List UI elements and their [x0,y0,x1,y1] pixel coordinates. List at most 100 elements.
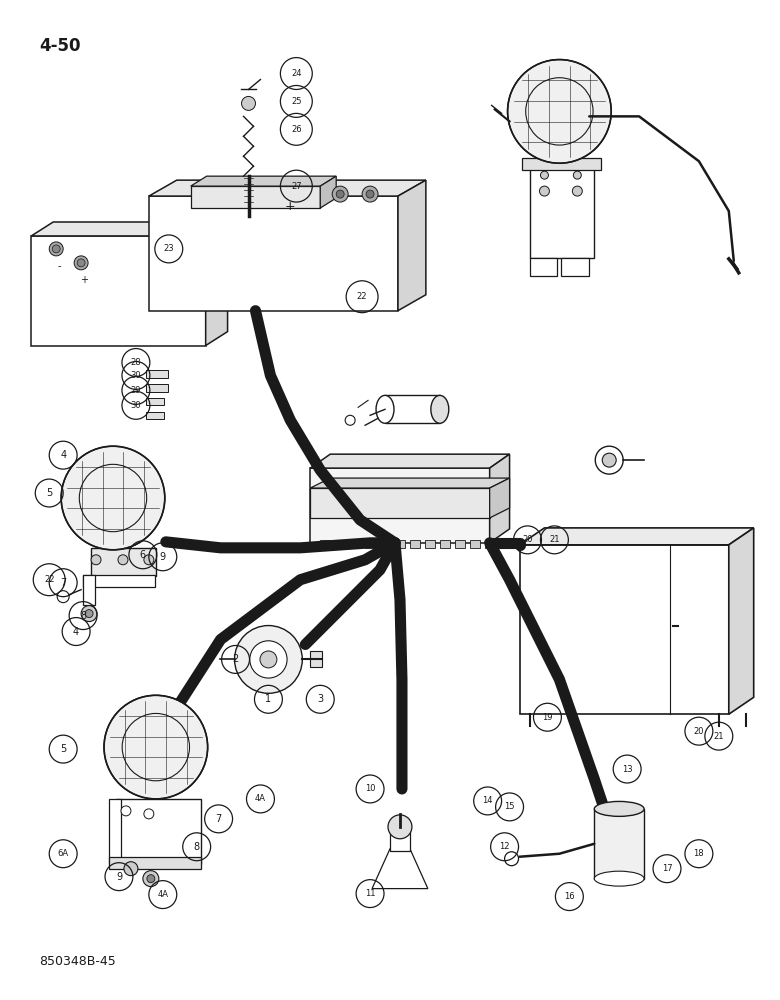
Text: 8: 8 [193,842,200,852]
Circle shape [540,186,549,196]
Bar [310,488,490,518]
Text: 25: 25 [291,97,302,106]
Circle shape [602,453,616,467]
Circle shape [366,190,374,198]
Text: 1: 1 [265,694,271,704]
Text: 4: 4 [60,450,66,460]
Bar [191,186,321,208]
Ellipse shape [594,871,644,886]
Circle shape [388,815,412,839]
Circle shape [77,259,85,267]
Bar [146,384,168,392]
Text: 20: 20 [523,535,533,544]
Ellipse shape [431,395,448,423]
Polygon shape [31,222,228,236]
Bar [594,809,644,879]
Text: 24: 24 [291,69,302,78]
Circle shape [121,806,131,816]
Circle shape [595,446,623,474]
Text: 27: 27 [291,182,302,191]
Bar [146,412,164,419]
Text: 11: 11 [365,889,375,898]
Ellipse shape [594,801,644,816]
Bar [335,540,346,548]
Circle shape [118,555,128,565]
Bar [350,540,360,548]
Circle shape [250,641,287,678]
Bar [146,370,168,378]
Bar [470,540,480,548]
Text: 17: 17 [661,864,672,873]
Circle shape [508,60,612,163]
Text: 30: 30 [130,371,141,380]
Text: 9: 9 [160,552,166,562]
Bar [410,540,420,548]
Text: 6A: 6A [58,849,69,858]
Bar [440,540,450,548]
Bar [390,829,410,851]
Polygon shape [206,222,228,346]
Circle shape [147,875,155,883]
Text: 22: 22 [44,575,55,584]
Bar [380,540,390,548]
Text: 7: 7 [215,814,222,824]
Text: 10: 10 [365,784,375,793]
Text: 23: 23 [164,244,174,253]
Bar [83,575,95,605]
Circle shape [144,555,154,565]
Text: 19: 19 [542,713,553,722]
Text: 850348B-45: 850348B-45 [39,955,116,968]
Text: 18: 18 [693,849,704,858]
Text: 29: 29 [131,386,141,395]
Polygon shape [372,849,428,889]
Text: 6: 6 [140,550,146,560]
Bar [109,857,200,869]
Bar [522,158,601,170]
Text: 4A: 4A [255,794,266,803]
Bar [83,575,155,587]
Ellipse shape [376,395,394,423]
Bar [109,799,121,864]
Text: 4A: 4A [158,890,168,899]
Polygon shape [490,478,509,518]
Polygon shape [310,454,509,468]
Polygon shape [149,180,426,196]
Bar [146,398,164,405]
Bar [530,258,558,276]
Circle shape [541,171,548,179]
Circle shape [235,626,303,693]
Bar [116,799,200,864]
Circle shape [104,695,207,799]
Text: 16: 16 [564,892,575,901]
Text: 12: 12 [499,842,510,851]
Text: 22: 22 [356,292,367,301]
Circle shape [49,242,63,256]
Bar [455,540,465,548]
Text: 3: 3 [317,694,324,704]
Circle shape [52,245,60,253]
Text: 15: 15 [505,802,515,811]
Text: 13: 13 [622,765,633,774]
Text: 5: 5 [46,488,52,498]
Circle shape [362,186,378,202]
Bar [321,540,330,548]
Circle shape [124,862,138,876]
Circle shape [91,555,101,565]
Circle shape [260,651,277,668]
Bar [484,540,495,548]
Circle shape [336,190,344,198]
Circle shape [57,591,69,603]
Text: +: + [80,275,88,285]
Circle shape [346,415,355,425]
Bar [519,545,729,714]
Text: 21: 21 [549,535,560,544]
Circle shape [242,96,256,110]
Polygon shape [729,528,753,714]
Text: 21: 21 [714,732,724,741]
Circle shape [332,186,348,202]
Text: 9: 9 [116,872,122,882]
Text: -: - [58,261,61,271]
Text: 5: 5 [60,744,66,754]
Circle shape [505,852,519,866]
Circle shape [143,871,159,887]
